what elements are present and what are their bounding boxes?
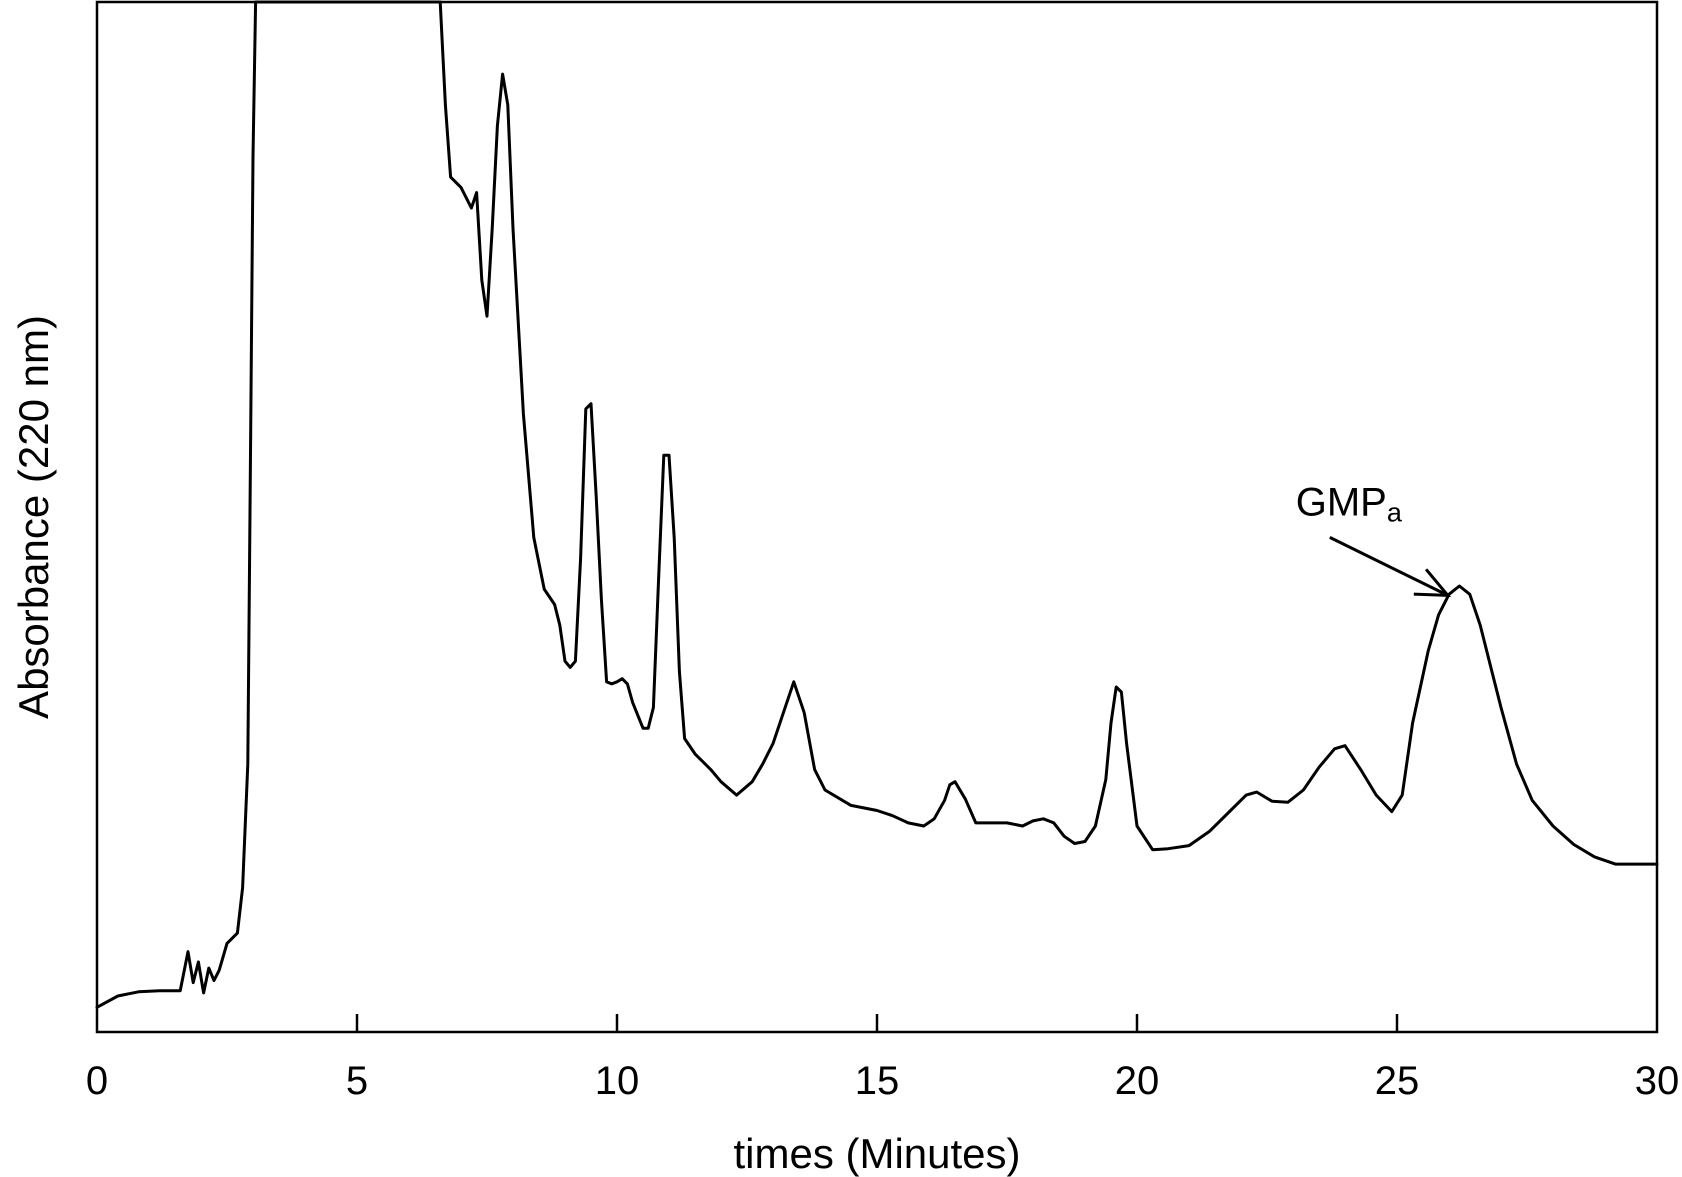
x-tick-label: 5: [346, 1059, 368, 1103]
x-tick-label: 10: [595, 1059, 640, 1103]
x-tick-label: 30: [1635, 1059, 1680, 1103]
x-axis-ticks: 0 5 10 15 20 25 30: [86, 1014, 1679, 1103]
x-tick-label: 15: [855, 1059, 900, 1103]
peak-annotation: GMPa: [1296, 480, 1452, 598]
annotation-arrow-head: [1413, 568, 1452, 598]
x-tick-label: 25: [1375, 1059, 1420, 1103]
y-axis-label: Absorbance (220 nm): [10, 315, 57, 719]
x-tick-label: 0: [86, 1059, 108, 1103]
annotation-subscript: a: [1387, 497, 1403, 527]
annotation-arrow-shaft: [1329, 536, 1449, 597]
annotation-main-text: GMP: [1296, 480, 1387, 524]
absorbance-trace: [95, 0, 1659, 1009]
annotation-label: GMPa: [1296, 480, 1403, 527]
x-tick-label: 20: [1115, 1059, 1160, 1103]
x-axis-label: times (Minutes): [733, 1130, 1020, 1177]
